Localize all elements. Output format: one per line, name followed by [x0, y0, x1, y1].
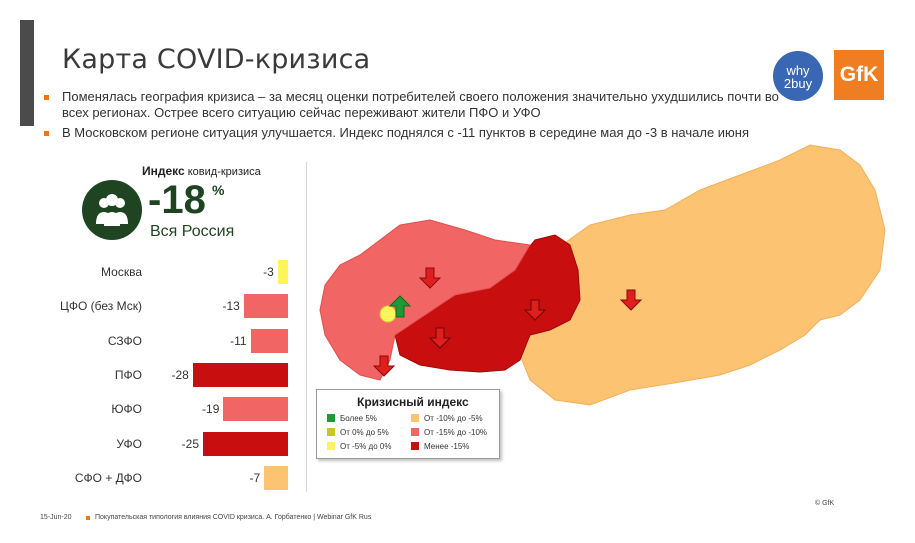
legend-item: От -15% до -10%: [411, 428, 487, 437]
chart-category-label: УФО: [116, 436, 142, 451]
chart-category-label: ЦФО (без Мск): [59, 299, 142, 314]
legend-swatch: [411, 428, 419, 436]
copyright: © GfK: [815, 500, 835, 507]
bullet-item: В Московском регионе ситуация улучшается…: [44, 125, 789, 141]
chart-value-label: -19: [202, 402, 220, 417]
chart-row: СФО + ДФО -7: [0, 463, 306, 493]
overall-index-value: -18: [148, 178, 206, 222]
chart-row: ЮФО -19: [0, 394, 306, 424]
footer-text: Покупательская типология влияния COVID к…: [95, 514, 372, 521]
legend-swatch: [327, 428, 335, 436]
map-region-sfo-dfo: [517, 144, 886, 406]
legend-swatch: [327, 414, 335, 422]
index-heading: Индекс ковид-кризиса: [142, 164, 261, 178]
map-legend: Кризисный индекс Более 5% От 0% до 5% От…: [316, 389, 500, 459]
chart-category-label: СЗФО: [107, 333, 142, 348]
map-down-arrow-icon: [619, 289, 643, 311]
map-down-arrow-icon: [523, 299, 547, 321]
title-accent-bar: [20, 20, 34, 126]
map-region-moscow: [379, 305, 397, 323]
chart-row: УФО -25: [0, 429, 306, 459]
chart-bar: [203, 431, 288, 456]
russia-crisis-map: [319, 144, 886, 406]
footer-bullet: [86, 516, 90, 520]
legend-title: Кризисный индекс: [357, 395, 469, 409]
map-region-szfo-cfo: [319, 219, 531, 381]
chart-value-label: -25: [181, 436, 199, 451]
legend-item: Менее -15%: [411, 442, 469, 451]
bullet-item: Поменялась география кризиса – за месяц …: [44, 89, 789, 121]
legend-item: От -10% до -5%: [411, 414, 483, 423]
chart-bar: [243, 294, 288, 319]
legend-swatch: [411, 414, 419, 422]
chart-row: ЦФО (без Мск) -13: [0, 291, 306, 321]
chart-value-label: -7: [249, 470, 261, 485]
overall-scope-label: Вся Россия: [150, 223, 235, 240]
map-down-arrow-icon: [428, 327, 452, 349]
bullet-list: Поменялась география кризиса – за месяц …: [44, 89, 789, 145]
chart-value-label: -11: [230, 333, 247, 348]
legend-item: Более 5%: [327, 414, 377, 423]
chart-value-label: -3: [263, 265, 274, 279]
gfk-logo: GfK: [834, 50, 884, 100]
slide-title: Карта COVID-кризиса: [62, 44, 371, 75]
whybuy-logo: why 2buy: [773, 51, 823, 101]
chart-bar: [250, 328, 288, 353]
map-down-arrow-icon: [372, 355, 396, 377]
chart-category-label: ПФО: [114, 367, 142, 382]
panel-divider: [306, 162, 307, 492]
chart-bar: [192, 362, 288, 387]
chart-value-label: -28: [171, 367, 189, 382]
chart-row: СЗФО -11: [0, 326, 306, 356]
chart-value-label: -13: [222, 299, 240, 314]
legend-item: От -5% до 0%: [327, 442, 391, 451]
legend-swatch: [411, 442, 419, 450]
chart-category-label: СФО + ДФО: [74, 470, 142, 485]
chart-row: Москва -3: [0, 257, 306, 287]
chart-bar: [277, 260, 288, 284]
legend-item: От 0% до 5%: [327, 428, 389, 437]
chart-bar: [264, 465, 288, 490]
chart-row: ПФО -28: [0, 360, 306, 390]
chart-bar: [223, 397, 288, 422]
chart-category-label: ЮФО: [111, 402, 142, 417]
map-down-arrow-icon: [418, 267, 442, 289]
overall-index-unit: %: [212, 182, 225, 198]
footer-date: 15-Jun-20: [40, 514, 72, 521]
chart-category-label: Москва: [101, 265, 142, 279]
legend-swatch: [327, 442, 335, 450]
people-group-icon: [82, 180, 142, 240]
map-up-arrow-icon: [388, 295, 412, 318]
